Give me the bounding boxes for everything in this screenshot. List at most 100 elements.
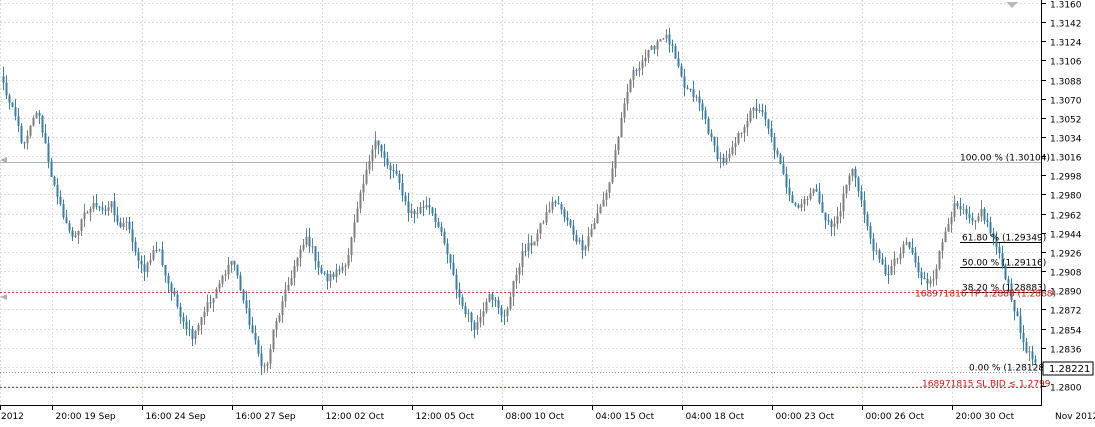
candle-body [687,88,689,89]
candle-body [816,189,818,191]
candle-body [501,308,503,316]
candle-body [621,118,623,137]
price-tick-label: 1.2926 [1050,250,1082,260]
candle-body [945,232,947,242]
candle-body [435,213,437,222]
candle-body [261,354,263,366]
candle-body [966,209,968,214]
candle [630,78,632,92]
candle-body [333,274,335,277]
candle [939,250,941,270]
candle-body [120,222,122,227]
candle-body [381,145,383,151]
candle-body [762,110,764,112]
candle-body [135,242,137,252]
candle-body [288,285,290,290]
candle-body [159,249,161,250]
candle-body [144,264,146,271]
candle-body [978,216,980,220]
candle-body [228,265,230,275]
candle-body [921,272,923,278]
candle-body [609,182,611,192]
candle-body [366,170,368,184]
candle-body [315,246,317,261]
candle-body [177,295,179,307]
time-tick-label: 20:00 19 Sep [56,412,116,422]
candle-body [657,41,659,49]
candle-body [168,276,170,284]
candle-body [846,185,848,194]
candle-body [465,306,467,314]
price-tick-label: 1.3106 [1050,58,1082,68]
candle-body [516,275,518,281]
candle-body [291,278,293,285]
candle-body [588,236,590,246]
candle-body [804,199,806,204]
candle-body [141,261,143,265]
candle-body [666,35,668,39]
candle-body [924,278,926,279]
price-tick-label: 1.3034 [1050,135,1082,145]
candle-body [429,205,431,207]
candle-body [807,199,809,200]
candle-body [207,302,209,311]
candle-body [576,235,578,242]
candle-body [558,203,560,204]
candle-body [18,116,20,126]
candle-body [171,283,173,291]
candle-body [492,294,494,300]
candle-body [231,261,233,265]
price-tick-label: 1.3124 [1050,39,1082,49]
candle-body [45,133,47,143]
candle-body [672,45,674,46]
price-tick-label: 1.2998 [1050,173,1082,183]
candle-body [441,227,443,232]
candle-body [489,294,491,302]
candle-body [225,274,227,275]
candle-body [294,266,296,278]
candle-body [1029,351,1031,352]
candle-body [561,204,563,209]
candle-body [888,274,890,275]
candle-body [735,143,737,146]
candle-body [357,209,359,223]
candle-body [594,223,596,229]
candle-body [753,108,755,111]
candle-body [237,265,239,276]
candle-body [798,205,800,207]
current-price-label: 1.28221 [1049,364,1090,375]
candle-body [633,70,635,80]
candle [534,241,536,245]
candle-body [495,300,497,301]
candle-body [189,329,191,330]
candle-body [537,234,539,242]
candle-body [957,203,959,206]
candle-body [438,222,440,227]
candle-body [81,219,83,231]
candle-body [420,207,422,213]
candle-body [468,313,470,314]
candle-body [879,250,881,259]
candle-body [522,251,524,267]
candle-body [564,209,566,217]
candle-body [282,301,284,315]
fib-level-label: 0.00 % (1.28128) [969,364,1048,374]
candle-body [900,253,902,258]
candle-body [252,325,254,333]
candle-body [528,243,530,252]
candle-body [720,158,722,159]
candle-body [285,290,287,301]
candle-body [180,307,182,318]
candle-body [711,134,713,137]
candle-body [582,240,584,250]
candle-body [267,364,269,366]
candle-body [615,150,617,168]
candle-body [636,70,638,71]
candle-body [240,275,242,290]
candle-body [585,246,587,250]
candle-body [195,331,197,339]
candle-body [273,330,275,350]
candle-body [744,127,746,132]
